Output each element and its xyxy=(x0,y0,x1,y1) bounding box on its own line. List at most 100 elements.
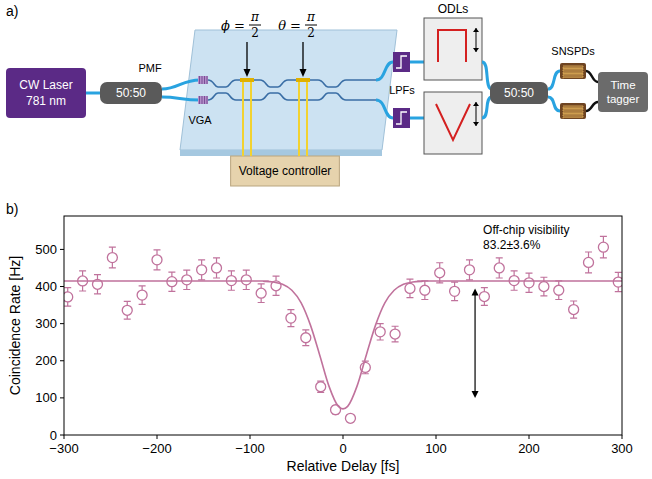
phase-label: ϕ = xyxy=(221,18,245,33)
tick-label: 100 xyxy=(425,441,447,456)
waveguide xyxy=(208,80,376,87)
grating-line xyxy=(204,96,205,104)
tick-label: 100 xyxy=(35,390,57,405)
grating xyxy=(198,76,208,84)
tick-label: 500 xyxy=(35,242,57,257)
chip-edge xyxy=(180,150,382,156)
arrow-head xyxy=(473,28,479,32)
splitter-label: 50:50 xyxy=(116,86,146,100)
fiber xyxy=(548,71,560,89)
waveguide xyxy=(208,93,376,100)
splitter-label: 50:50 xyxy=(504,86,534,100)
phase-numerator: π xyxy=(306,10,316,24)
point xyxy=(613,277,622,287)
fiber-label: PMF xyxy=(138,62,162,74)
point xyxy=(405,283,415,293)
point xyxy=(569,305,579,315)
meander xyxy=(563,106,583,119)
annotation: 83.2±3.6% xyxy=(483,238,541,252)
cable xyxy=(586,102,598,111)
tick xyxy=(436,435,437,439)
grating-line xyxy=(202,96,203,104)
tick-label: 200 xyxy=(35,353,57,368)
point xyxy=(197,265,207,275)
arrow-head xyxy=(244,69,251,77)
point xyxy=(598,242,608,252)
tick xyxy=(157,435,158,439)
tick xyxy=(529,435,530,439)
point xyxy=(450,286,460,296)
point xyxy=(464,265,474,275)
grating-line xyxy=(204,76,205,84)
tick xyxy=(60,397,64,398)
point xyxy=(137,290,147,300)
tick-label: 300 xyxy=(35,316,57,331)
delay-label: ODLs xyxy=(438,2,469,16)
tick-label: 300 xyxy=(611,441,633,456)
fiber xyxy=(410,117,424,120)
fiber xyxy=(86,92,100,95)
point xyxy=(539,282,549,292)
fiber xyxy=(162,80,200,89)
filter-box xyxy=(393,52,410,72)
meander xyxy=(563,66,583,79)
cable xyxy=(586,71,598,82)
grating-line xyxy=(207,96,208,104)
wire xyxy=(306,82,308,156)
point xyxy=(375,327,385,337)
filter-box xyxy=(393,108,410,128)
point xyxy=(212,263,222,273)
panel-letter: a) xyxy=(6,3,18,19)
coupler-label: VGA xyxy=(188,114,212,126)
tagger-box xyxy=(598,72,648,112)
delay-path xyxy=(436,104,470,140)
point xyxy=(584,257,594,267)
point xyxy=(152,255,162,265)
chip xyxy=(180,30,397,150)
point xyxy=(286,313,296,323)
arrow xyxy=(302,42,303,70)
grating xyxy=(198,96,208,104)
tick xyxy=(60,323,64,324)
controller: Voltage controller xyxy=(231,156,340,186)
wire xyxy=(242,82,244,156)
point xyxy=(64,292,73,302)
detector xyxy=(560,103,586,119)
arrow-head xyxy=(473,122,479,126)
tick-label: −100 xyxy=(235,441,264,456)
fiber xyxy=(162,97,200,100)
delay-box xyxy=(424,92,482,154)
tick xyxy=(343,435,344,439)
arrow-head xyxy=(472,391,479,398)
delay-box xyxy=(424,18,482,80)
tick-label: 400 xyxy=(35,279,57,294)
point xyxy=(554,285,564,295)
heater xyxy=(240,78,254,82)
detector xyxy=(560,63,586,79)
arrow xyxy=(246,42,247,70)
point xyxy=(241,275,251,285)
arrow-line xyxy=(474,294,475,392)
tagger-label: tagger xyxy=(607,93,640,105)
tick-label: 200 xyxy=(518,441,540,456)
point xyxy=(182,275,192,285)
point xyxy=(316,382,326,392)
laser-label: CW Laser xyxy=(19,78,72,92)
fiber xyxy=(482,62,492,89)
phase-numerator: π xyxy=(250,10,260,24)
fiber xyxy=(376,62,393,80)
tick xyxy=(60,249,64,250)
laser-box xyxy=(6,68,86,118)
tick-label: 0 xyxy=(339,441,346,456)
fiber xyxy=(548,97,560,111)
grating-line xyxy=(199,76,200,84)
tick-label: −300 xyxy=(49,441,78,456)
tick xyxy=(622,435,623,439)
fiber xyxy=(482,97,492,118)
point xyxy=(107,253,117,263)
grating-line xyxy=(199,96,200,104)
heater xyxy=(296,78,310,82)
delay-path xyxy=(438,30,466,62)
tick-label: −200 xyxy=(142,441,171,456)
grating-line xyxy=(202,76,203,84)
